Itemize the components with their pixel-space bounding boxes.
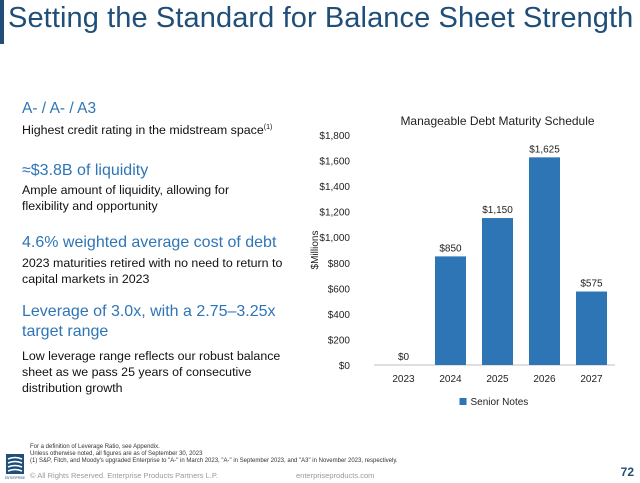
- point-body-text: Highest credit rating in the midstream s…: [22, 123, 264, 137]
- point-heading: 4.6% weighted average cost of debt: [22, 234, 277, 251]
- legend-label: Senior Notes: [471, 397, 529, 408]
- point-body: Highest credit rating in the midstream s…: [22, 120, 322, 138]
- bar: [481, 218, 514, 365]
- point-body: Ample amount of liquidity, allowing for …: [22, 183, 230, 213]
- y-tick-label: $200: [328, 335, 351, 346]
- y-tick-label: $600: [328, 284, 351, 295]
- copyright: © All Rights Reserved. Enterprise Produc…: [30, 471, 218, 480]
- x-tick-label: 2024: [439, 374, 462, 385]
- point-heading: Leverage of 3.0x, with a 2.75–3.25x targ…: [22, 303, 276, 340]
- title-accent-bar: [0, 0, 4, 44]
- x-tick-label: 2023: [392, 374, 415, 385]
- website-link[interactable]: enterpriseproducts.com: [296, 471, 375, 480]
- point-body: Low leverage range reflects our robust b…: [22, 349, 281, 395]
- footer-note: (1) S&P, Fitch, and Moody's upgraded Ent…: [30, 458, 398, 464]
- y-tick-label: $1,000: [319, 233, 350, 244]
- legend-swatch: [459, 398, 467, 405]
- footer-note: For a definition of Leverage Ratio, see …: [30, 444, 160, 450]
- debt-maturity-chart: Manageable Debt Maturity Schedule $0 $200 $…: [300, 110, 630, 410]
- y-tick-label: $800: [328, 259, 351, 270]
- bar: [528, 157, 561, 365]
- chart-title: Manageable Debt Maturity Schedule: [400, 114, 594, 128]
- page-number: 72: [620, 465, 634, 479]
- point-body: 2023 maturities retired with no need to …: [22, 256, 283, 286]
- enterprise-logo-icon: ENTERPRISE: [5, 454, 25, 480]
- data-label: $1,150: [482, 205, 513, 216]
- point-liquidity: ≈$3.8B of liquidity Ample amount of liqu…: [22, 162, 322, 214]
- point-cost-of-debt: 4.6% weighted average cost of debt 2023 …: [22, 233, 322, 287]
- data-label: $0: [398, 352, 410, 363]
- footnote-marker: (1): [263, 124, 273, 131]
- y-axis-label: $Millions: [310, 231, 321, 270]
- bar: [575, 291, 608, 365]
- y-tick-label: $0: [339, 361, 351, 372]
- x-tick-label: 2025: [486, 374, 509, 385]
- y-tick-label: $1,800: [319, 131, 350, 142]
- chart-svg: Manageable Debt Maturity Schedule $0 $200 $…: [310, 114, 615, 408]
- data-label: $1,625: [529, 144, 560, 155]
- page-title: Setting the Standard for Balance Sheet S…: [8, 2, 634, 34]
- y-tick-label: $1,200: [319, 208, 350, 219]
- y-tick-label: $1,400: [319, 182, 350, 193]
- point-heading: A- / A- / A3: [22, 100, 97, 117]
- footer-notes: For a definition of Leverage Ratio, see …: [30, 444, 590, 465]
- bar: [434, 256, 467, 365]
- point-leverage: Leverage of 3.0x, with a 2.75–3.25x targ…: [22, 302, 322, 396]
- x-tick-label: 2026: [533, 374, 556, 385]
- footer-note: Unless otherwise noted, all figures are …: [30, 451, 203, 457]
- y-tick-label: $1,600: [319, 157, 350, 168]
- point-credit-rating: A- / A- / A3 Highest credit rating in th…: [22, 100, 322, 138]
- point-heading: ≈$3.8B of liquidity: [22, 162, 149, 179]
- data-label: $575: [580, 279, 603, 290]
- data-label: $850: [439, 243, 462, 254]
- y-tick-label: $400: [328, 310, 351, 321]
- x-tick-label: 2027: [580, 374, 603, 385]
- logo-wordmark: ENTERPRISE: [5, 476, 25, 480]
